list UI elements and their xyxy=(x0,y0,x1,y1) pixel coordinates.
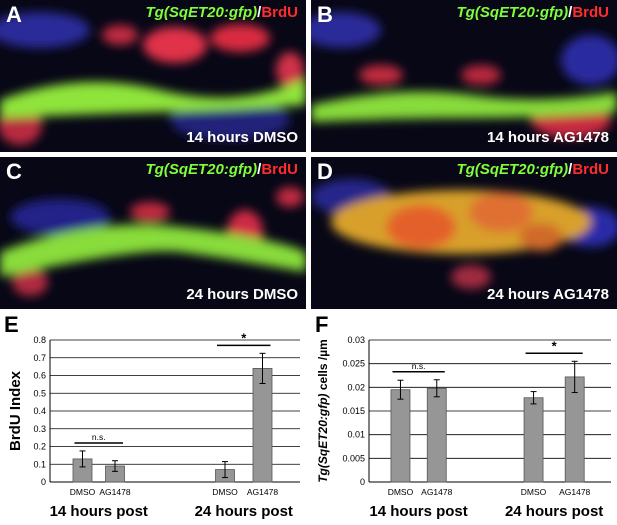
y-tick-label: 0.6 xyxy=(33,371,46,381)
y-axis-label: Tg(SqET20:gfp) cells /µm xyxy=(316,339,330,483)
group-label: 24 hours post xyxy=(195,503,293,520)
y-tick-label: 0.01 xyxy=(347,430,365,440)
brdu-label: BrdU xyxy=(572,4,609,21)
x-tick-label: DMSO xyxy=(70,487,96,497)
stain-label: Tg(SqET20:gfp)/BrdU xyxy=(145,161,299,178)
x-tick-label: DMSO xyxy=(521,487,547,497)
x-tick-label: DMSO xyxy=(388,487,414,497)
y-tick-label: 0 xyxy=(360,477,365,487)
micrograph-panel-c: C Tg(SqET20:gfp)/BrdU 24 hours DMSO xyxy=(0,157,306,309)
panel-letter: B xyxy=(317,2,333,27)
panel-letter: D xyxy=(317,159,333,184)
bar xyxy=(426,387,447,483)
condition-label: 24 hours AG1478 xyxy=(487,286,609,303)
y-tick-label: 0.8 xyxy=(33,335,46,345)
transgene-label: Tg(SqET20:gfp) xyxy=(456,161,569,178)
micrograph-image-b xyxy=(311,12,617,138)
group-label: 14 hours post xyxy=(369,503,467,520)
micrograph-panel-d: D Tg(SqET20:gfp)/BrdU 24 hours AG1478 xyxy=(311,157,617,309)
panel-letter: A xyxy=(6,2,22,27)
x-tick-label: DMSO xyxy=(212,487,238,497)
micrograph-image-d xyxy=(311,179,617,289)
micrograph-image-a xyxy=(0,12,306,145)
brdu-label: BrdU xyxy=(261,161,298,178)
stain-label: Tg(SqET20:gfp)/BrdU xyxy=(456,161,610,178)
significance-label: n.s. xyxy=(412,361,426,371)
y-tick-label: 0.005 xyxy=(342,453,365,463)
chart-letter: F xyxy=(315,312,329,337)
micrograph-panel-b: B Tg(SqET20:gfp)/BrdU 14 hours AG1478 xyxy=(311,0,617,152)
panel-letter: C xyxy=(6,159,22,184)
condition-label: 14 hours DMSO xyxy=(186,129,298,146)
y-tick-label: 0.3 xyxy=(33,424,46,434)
significance-label: * xyxy=(552,338,558,353)
chart-f: F 0 0.005 0.01 0.015 0.02 0.025 0.03 Tg(SqET20:… xyxy=(311,312,617,525)
y-tick-label: 0 xyxy=(41,477,46,487)
group-label: 24 hours post xyxy=(505,503,603,520)
y-tick-label: 0.5 xyxy=(33,388,46,398)
x-tick-label: AG1478 xyxy=(559,487,590,497)
x-tick-label: AG1478 xyxy=(247,487,278,497)
chart-e: E 0 0.1 0.2 0.3 0.4 0.5 0.6 0.7 0.8 BrdU Index DMS… xyxy=(0,312,306,525)
chart-letter: E xyxy=(4,312,19,337)
y-tick-label: 0.1 xyxy=(33,459,46,469)
micrograph-panel-a: A Tg(SqET20:gfp)/BrdU 14 hours DMSO xyxy=(0,0,306,152)
y-tick-label: 0.7 xyxy=(33,353,46,363)
condition-label: 14 hours AG1478 xyxy=(487,129,609,146)
y-axis-label: BrdU Index xyxy=(7,370,24,451)
transgene-label: Tg(SqET20:gfp) xyxy=(145,161,258,178)
transgene-label: Tg(SqET20:gfp) xyxy=(456,4,569,21)
cell-density-chart: 0 0.005 0.01 0.015 0.02 0.025 0.03 Tg(SqET20:gf… xyxy=(316,335,611,520)
y-tick-label: 0.03 xyxy=(347,335,365,345)
group-label: 14 hours post xyxy=(50,503,148,520)
bar xyxy=(523,397,544,483)
bar xyxy=(252,368,273,483)
bar xyxy=(390,389,411,483)
brdu-label: BrdU xyxy=(572,161,609,178)
y-tick-label: 0.025 xyxy=(342,359,365,369)
x-tick-label: AG1478 xyxy=(421,487,452,497)
stain-label: Tg(SqET20:gfp)/BrdU xyxy=(145,4,299,21)
transgene-label: Tg(SqET20:gfp) xyxy=(145,4,258,21)
significance-label: n.s. xyxy=(92,432,106,442)
condition-label: 24 hours DMSO xyxy=(186,286,298,303)
x-tick-label: AG1478 xyxy=(99,487,130,497)
y-tick-label: 0.4 xyxy=(33,406,46,416)
significance-label: * xyxy=(241,330,247,345)
y-tick-label: 0.02 xyxy=(347,382,365,392)
y-tick-label: 0.2 xyxy=(33,442,46,452)
brdu-label: BrdU xyxy=(261,4,298,21)
micrograph-image-c xyxy=(0,187,306,296)
y-tick-label: 0.015 xyxy=(342,406,365,416)
stain-label: Tg(SqET20:gfp)/BrdU xyxy=(456,4,610,21)
